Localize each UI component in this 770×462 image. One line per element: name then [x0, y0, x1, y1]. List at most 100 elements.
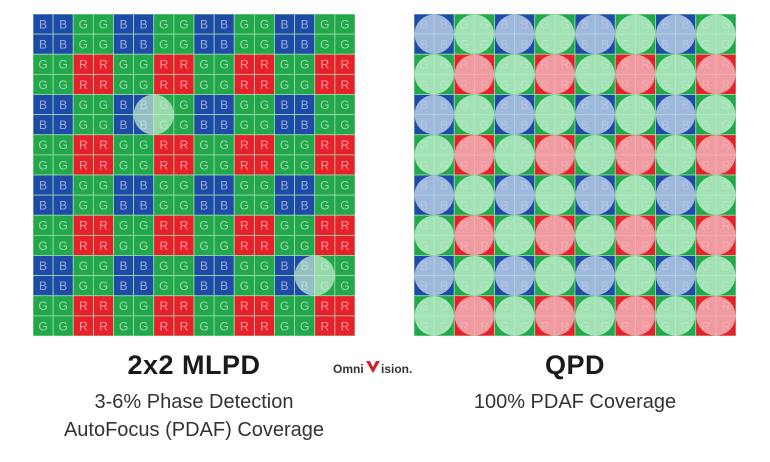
pixel-label: R	[240, 138, 249, 152]
pixel-label: G	[79, 199, 88, 213]
qpd-microlens	[696, 94, 736, 135]
pixel-label: G	[199, 138, 208, 152]
pixel-label: B	[281, 199, 289, 213]
pixel-label: G	[240, 118, 249, 132]
pixel-label: R	[79, 219, 88, 233]
qpd-microlens	[575, 135, 615, 175]
pixel-label: G	[99, 118, 108, 132]
pixel-label: R	[240, 58, 249, 72]
qpd-microlens	[535, 215, 575, 256]
pixel-label: B	[59, 17, 67, 31]
pixel-label: B	[140, 178, 148, 192]
pixel-label: G	[340, 38, 349, 52]
pixel-label: B	[120, 17, 128, 31]
mlpd-title: 2x2 MLPD	[127, 350, 261, 380]
qpd-microlens	[494, 175, 535, 215]
pixel-label: G	[79, 178, 88, 192]
pixel-label: G	[59, 299, 68, 313]
pixel-label: B	[220, 98, 228, 112]
pixel-label: R	[99, 58, 108, 72]
qpd-microlens	[615, 135, 656, 175]
qpd-microlens	[615, 175, 656, 215]
pixel-label: G	[119, 219, 128, 233]
pixel-label: G	[179, 199, 188, 213]
pixel-label: G	[119, 78, 128, 92]
pixel-label: B	[39, 259, 47, 273]
pixel-label: R	[240, 299, 249, 313]
qpd-microlens	[454, 14, 495, 54]
pixel-label: G	[59, 158, 68, 172]
pixel-label: G	[119, 138, 128, 152]
pixel-label: G	[139, 158, 148, 172]
omnivision-logo: Omni ision.	[333, 361, 412, 376]
pixel-label: B	[301, 38, 309, 52]
pixel-label: G	[340, 118, 349, 132]
pixel-label: G	[79, 38, 88, 52]
pixel-label: G	[260, 279, 269, 293]
pixel-red	[334, 315, 355, 336]
pixel-label: G	[79, 118, 88, 132]
pixel-label: G	[139, 78, 148, 92]
pixel-label: R	[341, 219, 350, 233]
pixel-label: G	[320, 98, 329, 112]
pixel-label: R	[159, 158, 168, 172]
pixel-label: B	[200, 178, 208, 192]
pixel-label: G	[280, 239, 289, 253]
pixel-label: R	[180, 299, 189, 313]
pixel-label: B	[39, 118, 47, 132]
pixel-label: B	[140, 199, 148, 213]
pixel-label: G	[240, 259, 249, 273]
pixel-label: B	[140, 279, 148, 293]
pixel-label: B	[301, 118, 309, 132]
pixel-label: G	[139, 239, 148, 253]
pixel-label: G	[99, 259, 108, 273]
pixel-label: G	[300, 78, 309, 92]
pixel-label: R	[180, 219, 189, 233]
pixel-label: G	[220, 319, 229, 333]
pixel-label: B	[59, 279, 67, 293]
pixel-label: R	[79, 78, 88, 92]
pixel-label: R	[99, 158, 108, 172]
pixel-label: R	[260, 78, 269, 92]
logo-v-mark	[366, 361, 380, 373]
pixel-label: G	[179, 279, 188, 293]
pixel-label: B	[39, 178, 47, 192]
pixel-label: B	[220, 118, 228, 132]
qpd-microlens	[535, 135, 575, 175]
qpd-microlens	[535, 94, 575, 135]
pixel-label: R	[159, 78, 168, 92]
pixel-label: B	[140, 259, 148, 273]
pixel-label: G	[199, 219, 208, 233]
pixel-label: R	[320, 78, 329, 92]
pixel-label: B	[281, 98, 289, 112]
pixel-label: R	[260, 239, 269, 253]
pixel-label: G	[260, 259, 269, 273]
qpd-subtitle: 100% PDAF Coverage	[473, 391, 677, 413]
qpd-microlens	[454, 296, 495, 336]
pixel-label: G	[99, 178, 108, 192]
pixel-label: R	[341, 319, 350, 333]
pixel-label: G	[119, 319, 128, 333]
pixel-label: R	[79, 239, 88, 253]
pixel-label: R	[341, 78, 350, 92]
pixel-label: R	[240, 219, 249, 233]
pixel-label: G	[179, 178, 188, 192]
qpd-microlens	[575, 215, 615, 256]
pdaf-microlens	[133, 94, 174, 135]
pixel-label: R	[99, 319, 108, 333]
pixel-label: B	[39, 38, 47, 52]
pixel-label: B	[220, 199, 228, 213]
pixel-label: G	[260, 17, 269, 31]
pixel-label: G	[59, 78, 68, 92]
pixel-label: G	[159, 178, 168, 192]
pixel-label: G	[38, 78, 47, 92]
qpd-microlens	[696, 296, 736, 336]
pixel-label: R	[320, 219, 329, 233]
pixel-label: B	[301, 178, 309, 192]
pixel-label: R	[159, 239, 168, 253]
qpd-microlens	[454, 54, 495, 95]
pixel-label: G	[240, 279, 249, 293]
pixel-label: R	[159, 319, 168, 333]
pixel-label: R	[159, 58, 168, 72]
